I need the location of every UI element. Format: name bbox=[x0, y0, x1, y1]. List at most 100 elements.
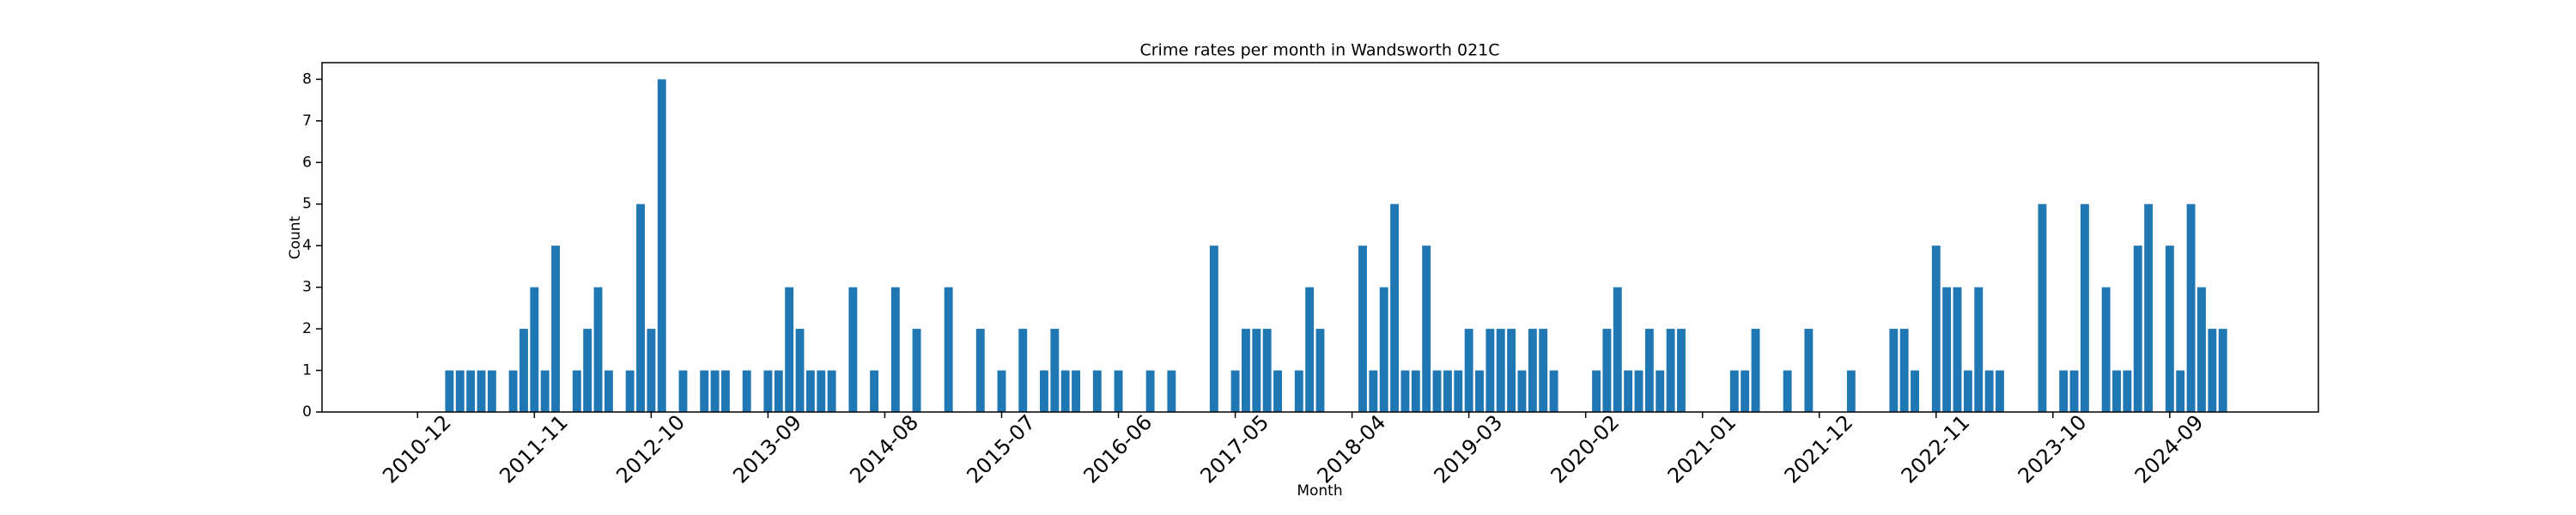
bar bbox=[466, 370, 476, 412]
x-tick-label: 2021-01 bbox=[1663, 410, 1741, 488]
bar bbox=[1602, 329, 1612, 412]
bar bbox=[1741, 370, 1750, 412]
bar bbox=[1400, 370, 1410, 412]
bar bbox=[2176, 370, 2185, 412]
bar bbox=[1963, 370, 1972, 412]
bar bbox=[1613, 287, 1622, 412]
bar bbox=[1846, 370, 1856, 412]
chart-title: Crime rates per month in Wandsworth 021C bbox=[1139, 41, 1499, 60]
bar bbox=[477, 370, 486, 412]
x-tick-label: 2011-11 bbox=[495, 410, 573, 488]
bar bbox=[2038, 203, 2047, 412]
x-axis-label: Month bbox=[1297, 482, 1342, 500]
bar bbox=[1899, 329, 1909, 412]
x-tick-label: 2015-07 bbox=[962, 410, 1040, 488]
bar bbox=[795, 329, 805, 412]
bar bbox=[1528, 329, 1537, 412]
bar bbox=[944, 287, 953, 412]
bar bbox=[1454, 370, 1463, 412]
bar bbox=[997, 370, 1006, 412]
bar bbox=[1984, 370, 1994, 412]
bar bbox=[1464, 329, 1473, 412]
bar bbox=[1167, 370, 1176, 412]
bar bbox=[785, 287, 794, 412]
bar bbox=[1411, 370, 1420, 412]
bar bbox=[1931, 245, 1941, 412]
y-tick-label: 4 bbox=[302, 237, 312, 254]
bar bbox=[827, 370, 836, 412]
bar bbox=[2197, 287, 2206, 412]
bar bbox=[1666, 329, 1675, 412]
bar bbox=[1018, 329, 1028, 412]
bar bbox=[1889, 329, 1899, 412]
bar bbox=[678, 370, 688, 412]
bar bbox=[1634, 370, 1643, 412]
bar bbox=[1241, 329, 1250, 412]
bar bbox=[1262, 329, 1272, 412]
bar bbox=[1422, 245, 1431, 412]
bar bbox=[1804, 329, 1814, 412]
bar bbox=[700, 370, 709, 412]
bar bbox=[1315, 329, 1325, 412]
y-tick-label: 3 bbox=[302, 279, 312, 296]
bar bbox=[1369, 370, 1378, 412]
bar bbox=[2059, 370, 2069, 412]
x-tick-label: 2023-10 bbox=[2014, 410, 2092, 488]
bar bbox=[1145, 370, 1155, 412]
bar bbox=[1751, 329, 1760, 412]
bar bbox=[647, 329, 656, 412]
bar bbox=[487, 370, 496, 412]
bar bbox=[657, 79, 666, 412]
bar bbox=[1390, 203, 1400, 412]
bar bbox=[1942, 287, 1952, 412]
bar bbox=[1517, 370, 1527, 412]
bar bbox=[742, 370, 751, 412]
y-tick-label: 5 bbox=[302, 196, 312, 213]
y-tick-label: 0 bbox=[302, 403, 312, 421]
bar bbox=[975, 329, 985, 412]
bar bbox=[2123, 370, 2132, 412]
bar bbox=[2112, 370, 2121, 412]
x-tick-label: 2022-11 bbox=[1897, 410, 1975, 488]
bar bbox=[604, 370, 613, 412]
bar bbox=[1358, 245, 1367, 412]
bar bbox=[2218, 329, 2227, 412]
bar bbox=[1729, 370, 1739, 412]
bar bbox=[890, 287, 900, 412]
x-tick-label: 2014-08 bbox=[845, 410, 923, 488]
bar bbox=[636, 203, 645, 412]
bar bbox=[1549, 370, 1558, 412]
y-axis-label: Count bbox=[287, 215, 304, 259]
plot-frame bbox=[321, 62, 2319, 413]
bar bbox=[2101, 287, 2111, 412]
bar bbox=[1953, 287, 1962, 412]
bar bbox=[1592, 370, 1601, 412]
bar bbox=[583, 329, 592, 412]
bar bbox=[1783, 370, 1792, 412]
bar bbox=[508, 370, 518, 412]
bar bbox=[1379, 287, 1388, 412]
bar bbox=[1114, 370, 1123, 412]
bar bbox=[519, 329, 528, 412]
x-tick-label: 2018-04 bbox=[1313, 410, 1391, 488]
bar bbox=[1496, 329, 1505, 412]
bar bbox=[1443, 370, 1452, 412]
bar bbox=[2133, 245, 2142, 412]
x-tick-label: 2017-05 bbox=[1196, 410, 1274, 488]
bar bbox=[1644, 329, 1654, 412]
bar bbox=[2080, 203, 2089, 412]
bar bbox=[1305, 287, 1315, 412]
bar bbox=[1230, 370, 1240, 412]
bar bbox=[1485, 329, 1495, 412]
bar bbox=[1624, 370, 1633, 412]
bar bbox=[1209, 245, 1218, 412]
bar bbox=[1050, 329, 1060, 412]
bar bbox=[1294, 370, 1303, 412]
bar bbox=[1072, 370, 1081, 412]
bar bbox=[1677, 329, 1686, 412]
bar bbox=[805, 370, 815, 412]
bar bbox=[593, 287, 603, 412]
bar bbox=[870, 370, 879, 412]
bar bbox=[455, 370, 465, 412]
